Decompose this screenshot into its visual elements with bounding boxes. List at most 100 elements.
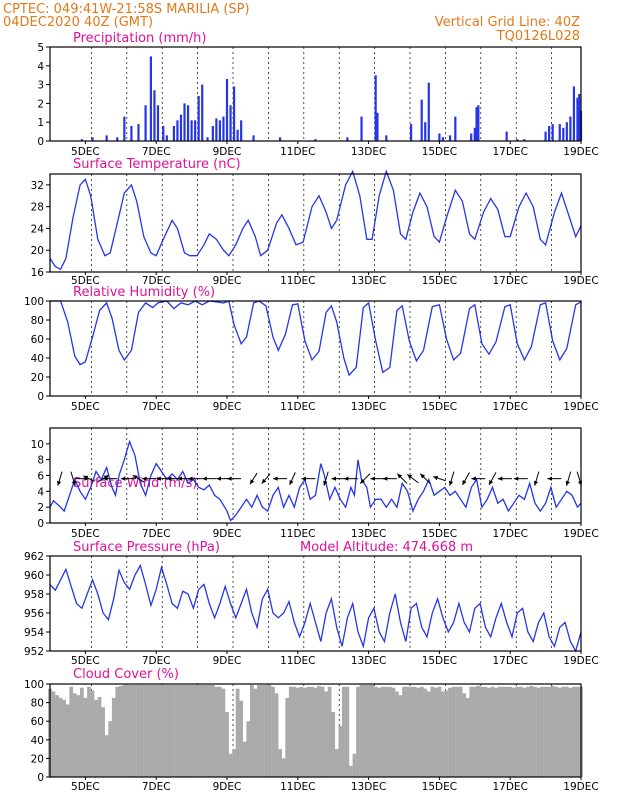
cloud-bar: [444, 690, 449, 777]
wind-xtick-label: 15DEC: [422, 528, 457, 540]
cloud-bar: [310, 686, 314, 777]
cloud-bar: [235, 688, 240, 777]
cloud-bar: [55, 695, 59, 777]
precip-title: Precipitation (mm/h): [73, 31, 206, 46]
cloud-bar: [189, 684, 194, 777]
wind-panel: 0 2 4 6 8 10 5DEC 7DEC 9DEC 11DEC 13DEC 15DEC 17DEC 1…: [31, 427, 599, 540]
wind-vector-head: [142, 476, 147, 481]
cloud-bar: [359, 684, 364, 777]
precip-bar: [240, 120, 243, 141]
wind-vector-head: [216, 476, 221, 481]
precip-panel: 0 1 2 3 4 5 5DEC 7DEC 9DEC 11DEC 13DEC 15DEC 17DEC 19…: [37, 31, 598, 158]
precip-bar: [279, 137, 282, 141]
cloud-bar: [147, 684, 151, 777]
cloud-bar: [101, 707, 105, 777]
wind-vector-head: [177, 476, 182, 481]
wind-xtick-label: 11DEC: [280, 528, 315, 540]
pressure-ytick-label: 954: [24, 627, 44, 639]
cloud-bar: [437, 686, 442, 777]
precip-xtick-label: 7DEC: [142, 146, 171, 158]
rh-xtick-label: 7DEC: [142, 401, 171, 413]
cloud-bar: [458, 686, 463, 777]
cloud-bar: [136, 684, 141, 777]
cloud-bar: [409, 686, 413, 777]
cloud-bar: [317, 685, 321, 777]
cloud-bar: [172, 684, 176, 777]
temp-ytick-label: 20: [31, 245, 44, 257]
cloud-bar: [345, 686, 350, 777]
cloud-bar: [557, 687, 562, 777]
precip-bar: [438, 133, 441, 141]
cloud-bar: [441, 691, 445, 777]
cloud-xtick-label: 5DEC: [71, 781, 100, 793]
wind-vector-head: [188, 476, 193, 481]
cloud-bar: [76, 695, 81, 777]
wind-vector-head: [132, 475, 138, 480]
cloud-bar: [387, 686, 392, 777]
rh-xtick-label: 17DEC: [492, 401, 527, 413]
cloud-bar: [395, 691, 399, 777]
precip-xtick-label: 9DEC: [213, 146, 242, 158]
cloud-bar: [455, 686, 459, 777]
cloud-bar: [370, 684, 374, 777]
cloud-bar: [218, 686, 222, 777]
temp-ytick-label: 28: [31, 202, 44, 214]
precip-bar: [183, 103, 186, 141]
precip-bar: [578, 94, 581, 141]
temp-xtick-label: 19DEC: [563, 275, 598, 287]
precip-bar: [179, 114, 183, 141]
precip-bar: [172, 125, 175, 141]
pressure-ytick-label: 958: [24, 589, 44, 601]
cloud-bar: [451, 686, 456, 777]
cloud-bar: [228, 753, 233, 777]
cloud-bar: [550, 685, 555, 777]
cloud-bar: [62, 699, 67, 777]
temp-xtick-label: 13DEC: [351, 275, 386, 287]
precip-bar: [544, 131, 547, 141]
precip-ytick-label: 2: [37, 98, 44, 110]
cloud-bar: [242, 741, 247, 777]
pressure-xtick-label: 19DEC: [563, 655, 598, 667]
precip-ytick-label: 5: [37, 42, 44, 54]
cloud-bar: [366, 684, 371, 777]
cloud-bar: [434, 687, 438, 777]
cloud-bar: [143, 684, 148, 777]
cloud-bar: [232, 749, 236, 777]
precip-bar: [252, 135, 255, 141]
cloud-ytick-label: 20: [31, 753, 44, 765]
cloud-title: Cloud Cover (%): [73, 667, 179, 682]
precip-bar: [222, 116, 225, 141]
cloud-bar: [264, 684, 268, 777]
wind-vector-head: [71, 480, 76, 486]
cloud-bar: [426, 691, 431, 777]
cloud-bar: [299, 686, 304, 777]
cloud-bar: [529, 685, 534, 777]
header-grid-note: Vertical Grid Line: 40Z: [435, 15, 580, 30]
precip-bar: [314, 139, 317, 141]
precip-bar: [229, 105, 232, 141]
cloud-ytick-label: 100: [24, 679, 44, 691]
precip-bar: [477, 105, 480, 141]
wind-line: [49, 439, 582, 522]
rh-panel: 0 20 40 60 80 100 5DEC 7DEC 9DEC 11DEC 13DEC 15DEC 1…: [24, 285, 599, 413]
cloud-bar: [111, 697, 116, 777]
cloud-bar: [94, 699, 98, 777]
cloud-bar: [193, 684, 197, 777]
wind-vector-head: [57, 480, 62, 486]
cloud-bar: [540, 686, 544, 777]
cloud-bar: [419, 686, 424, 777]
cloud-bar: [182, 684, 187, 777]
wind-vector-head: [103, 476, 108, 481]
cloud-bar: [327, 686, 332, 777]
cloud-bar: [83, 697, 88, 777]
precip-bar: [144, 105, 147, 141]
precip-bar: [409, 124, 413, 141]
cloud-bar: [157, 684, 162, 777]
cloud-bar: [257, 684, 261, 777]
precip-bar: [225, 78, 229, 141]
cloud-bar: [186, 684, 190, 777]
rh-ytick-label: 20: [31, 372, 44, 384]
precip-bar: [130, 125, 133, 141]
cloud-bar: [575, 686, 580, 777]
temp-title: Surface Temperature (nC): [73, 157, 241, 172]
